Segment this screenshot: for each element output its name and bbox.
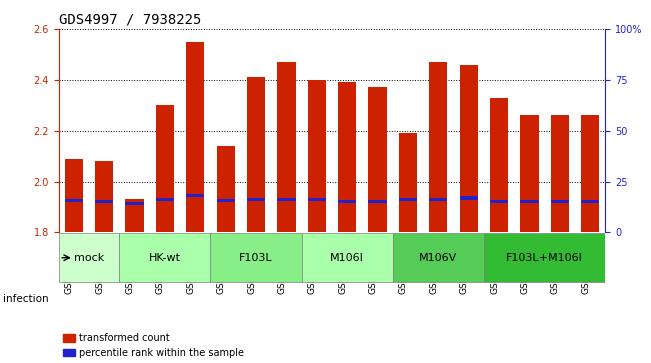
Bar [156, 105, 174, 232]
Bar [186, 42, 204, 232]
FancyBboxPatch shape [484, 233, 605, 282]
Bar [520, 200, 538, 203]
Bar [368, 87, 387, 232]
Bar [520, 115, 538, 232]
FancyBboxPatch shape [301, 233, 393, 282]
Bar [217, 199, 235, 202]
Bar [217, 146, 235, 232]
Text: F103L: F103L [240, 253, 273, 263]
Text: GDS4997 / 7938225: GDS4997 / 7938225 [59, 12, 201, 26]
Legend: transformed count, percentile rank within the sample: transformed count, percentile rank withi… [63, 333, 244, 358]
Bar [95, 161, 113, 232]
Bar [126, 199, 144, 232]
Bar [277, 62, 296, 232]
Bar [64, 159, 83, 232]
Bar [95, 200, 113, 203]
Bar [581, 200, 600, 203]
Bar [338, 82, 356, 232]
Text: M106V: M106V [419, 253, 458, 263]
Bar [277, 198, 296, 201]
Bar [247, 77, 265, 232]
Text: infection: infection [3, 294, 49, 305]
Bar [156, 198, 174, 201]
FancyBboxPatch shape [393, 233, 484, 282]
Bar [338, 200, 356, 203]
Bar [460, 65, 478, 232]
Bar [126, 201, 144, 205]
FancyBboxPatch shape [59, 233, 119, 282]
Bar [429, 198, 447, 201]
FancyBboxPatch shape [119, 233, 210, 282]
Bar [490, 200, 508, 203]
Bar [551, 115, 569, 232]
Bar [308, 198, 326, 201]
Bar [186, 194, 204, 197]
Bar [247, 198, 265, 201]
Bar [399, 198, 417, 201]
Bar [399, 133, 417, 232]
Bar [460, 196, 478, 200]
Text: HK-wt: HK-wt [149, 253, 181, 263]
Bar [64, 199, 83, 202]
Bar [551, 200, 569, 203]
Bar [429, 62, 447, 232]
Text: M106I: M106I [330, 253, 364, 263]
Bar [368, 200, 387, 203]
Text: mock: mock [74, 253, 104, 263]
Bar [490, 98, 508, 232]
Text: F103L+M106I: F103L+M106I [506, 253, 583, 263]
FancyBboxPatch shape [210, 233, 301, 282]
Bar [581, 115, 600, 232]
Bar [308, 80, 326, 232]
